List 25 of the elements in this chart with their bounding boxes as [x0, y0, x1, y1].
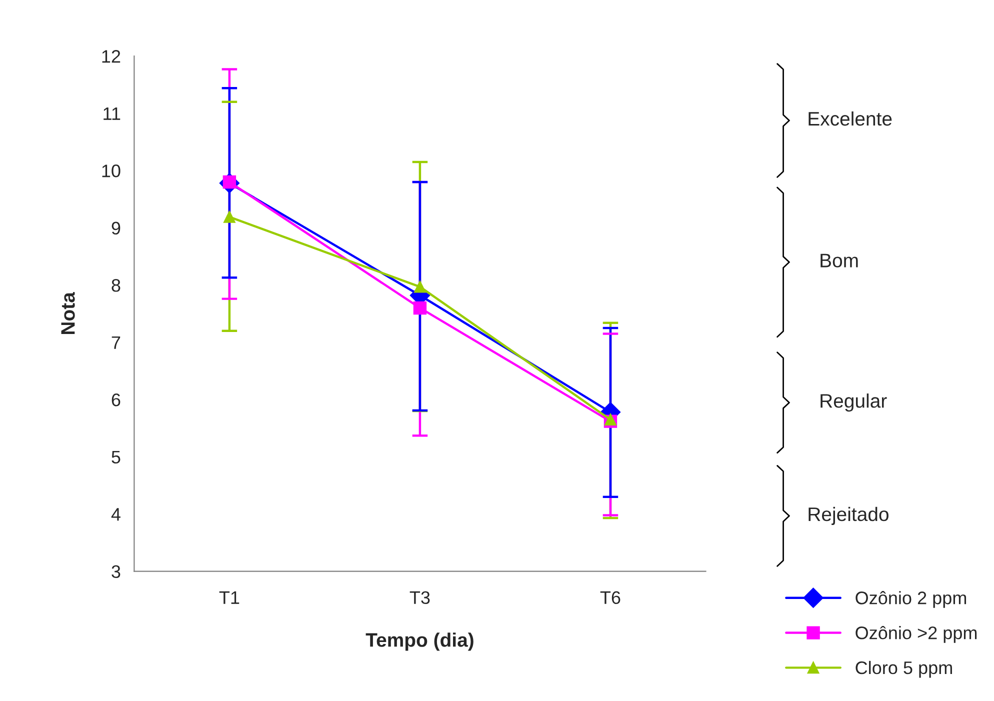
y-tick-label: 8: [112, 279, 120, 292]
point: [224, 211, 236, 223]
x-tick-label: T6: [600, 591, 620, 604]
y-tick-label: 9: [112, 222, 120, 235]
y-tick-label: 11: [104, 107, 120, 120]
y-tick-label: 10: [102, 164, 120, 178]
y-tick-label: 4: [111, 508, 120, 521]
legend-label: Ozônio 2 ppm: [856, 591, 966, 608]
y-axis-title: Nota: [61, 292, 75, 334]
text: Regular: [820, 394, 887, 412]
x-axis-title: Tempo (dia): [366, 632, 474, 651]
x-tick-label: T3: [410, 591, 430, 604]
text: Rejeitado: [808, 506, 888, 525]
legend-label: Cloro 5 ppm: [856, 660, 952, 678]
text: Excelente: [808, 111, 892, 126]
legend-label: Ozônio >2 ppm: [856, 626, 977, 643]
y-tick-label: 5: [112, 450, 120, 464]
x-tick-label: T1: [219, 591, 240, 604]
point: [414, 280, 426, 293]
text: Bom: [820, 254, 858, 268]
y-tick-label: 7: [112, 336, 120, 349]
y-tick-label: 6: [112, 394, 120, 406]
point: [413, 301, 427, 315]
y-tick-label: 3: [112, 565, 120, 578]
y-tick-label: 12: [102, 50, 120, 63]
